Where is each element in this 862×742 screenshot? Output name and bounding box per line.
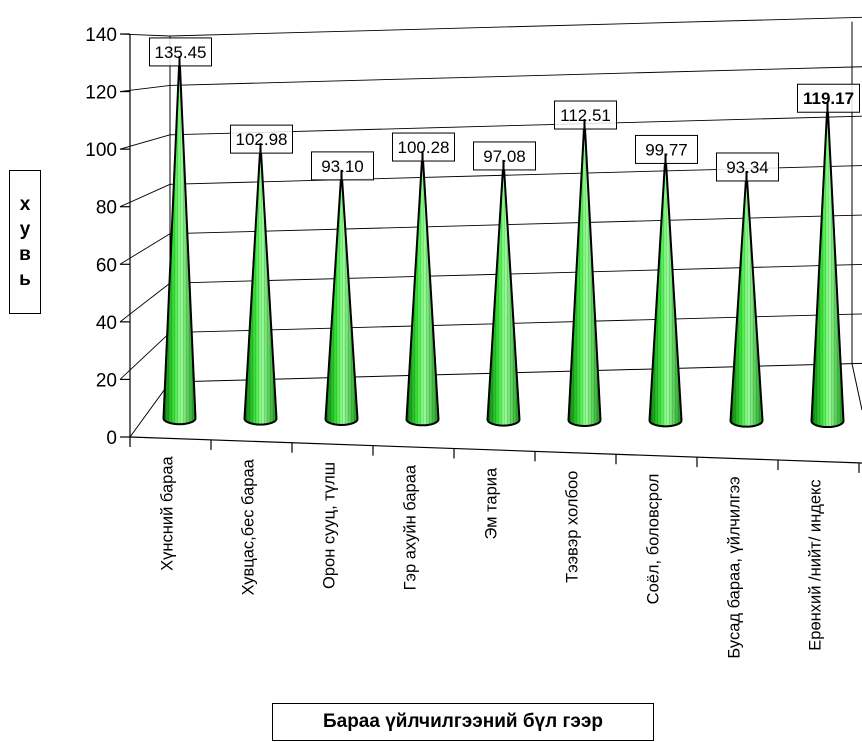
value-label-text: 100.28 — [398, 138, 450, 157]
x-tick-label: Орон сууц, түлш — [321, 462, 339, 589]
gridline — [169, 16, 862, 37]
cone-group — [243, 143, 278, 426]
cone-texture — [325, 169, 358, 425]
y-tick-label: 140 — [85, 25, 117, 46]
value-label: 119.17 — [797, 83, 860, 117]
value-label-text: 93.34 — [726, 158, 769, 177]
x-tick-label: Эм тариа — [483, 467, 501, 540]
value-label-text: 119.17 — [803, 89, 854, 108]
y-tick-label: 60 — [96, 255, 117, 276]
cone-texture — [649, 153, 682, 427]
gridline — [169, 264, 862, 284]
value-label: 112.51 — [554, 100, 617, 134]
floor-left-edge — [129, 381, 171, 438]
axis-layer: 0 20 40 60 80 100 120 140 Хүнсний бараа Хувцас,бе… — [85, 25, 862, 659]
gridline — [169, 214, 862, 235]
y-tick-label: 40 — [96, 313, 117, 334]
gridline-side — [119, 332, 171, 380]
y-tick-label: 100 — [85, 140, 117, 161]
cone-texture — [730, 170, 763, 427]
value-label: 135.45 — [149, 37, 212, 70]
cone-group — [324, 169, 359, 426]
value-label-text: 99.77 — [645, 140, 688, 159]
cone-texture — [568, 119, 601, 426]
x-tick-label: Тээвэр холбоо — [564, 471, 582, 583]
value-label: 97.08 — [473, 141, 536, 174]
floor-right-edge — [851, 363, 862, 411]
value-label: 93.34 — [716, 152, 779, 185]
x-axis-label: Бараа үйлчилгээний бүл гээр — [272, 703, 654, 741]
cone-group — [648, 153, 683, 428]
cone-group — [729, 170, 764, 428]
x-tick-label: Хүнсний бараа — [159, 455, 177, 570]
y-tick-label: 0 — [106, 428, 117, 449]
x-tick-label: Ерөнхий /нийт/ индекс — [807, 479, 825, 650]
y-tick-label: 80 — [96, 198, 117, 219]
value-label: 99.77 — [635, 134, 698, 168]
value-label-text: 135.45 — [155, 43, 207, 62]
cone-texture — [244, 143, 277, 425]
value-label-text: 102.98 — [236, 130, 288, 149]
value-label-text: 93.10 — [321, 157, 364, 176]
gridline — [169, 313, 862, 334]
grid-layer — [119, 16, 862, 438]
cone-group — [810, 102, 845, 429]
cones-layer — [162, 55, 845, 429]
cone-texture — [163, 55, 196, 425]
value-label-box — [392, 132, 455, 162]
gridline-side — [119, 282, 171, 323]
value-label: 102.98 — [230, 124, 293, 158]
y-axis-label-letter: х — [19, 194, 31, 215]
cone-group — [486, 159, 521, 427]
cone-texture — [487, 159, 520, 426]
x-tick-label: Бусад бараа, үйлчилгээ — [726, 476, 744, 658]
value-label-box — [716, 152, 779, 182]
x-axis-line — [129, 436, 862, 464]
value-labels-layer: 135.45 102.98 93.10 100.28 97.08 112.51 99.77 9… — [149, 37, 860, 185]
cone-group — [567, 118, 602, 427]
x-tick-label: Хувцас,бес бараа — [240, 458, 258, 595]
value-label-text: 112.51 — [560, 106, 611, 125]
y-axis-label-letter: у — [19, 219, 31, 240]
y-tick-label: 20 — [96, 370, 117, 391]
value-label: 93.10 — [311, 151, 374, 184]
cone-texture — [811, 102, 844, 428]
y-tick-label: 120 — [85, 83, 117, 104]
x-tick-label: Гэр ахуйн бараа — [402, 464, 420, 590]
gridline-side — [119, 233, 171, 265]
cone-group — [405, 150, 440, 427]
cone-group — [162, 55, 197, 426]
value-label: 100.28 — [392, 132, 455, 166]
value-label-text: 97.08 — [483, 147, 526, 166]
y-axis-label-letter: в — [19, 244, 31, 265]
gridline-side — [119, 84, 171, 93]
y-axis-label-letter: ь — [19, 269, 31, 290]
x-tick-label: Соёл, боловсрол — [645, 474, 663, 605]
gridline — [169, 66, 862, 86]
gridline-side — [119, 183, 171, 208]
cone-texture — [406, 151, 439, 426]
gridline-side — [119, 134, 171, 150]
